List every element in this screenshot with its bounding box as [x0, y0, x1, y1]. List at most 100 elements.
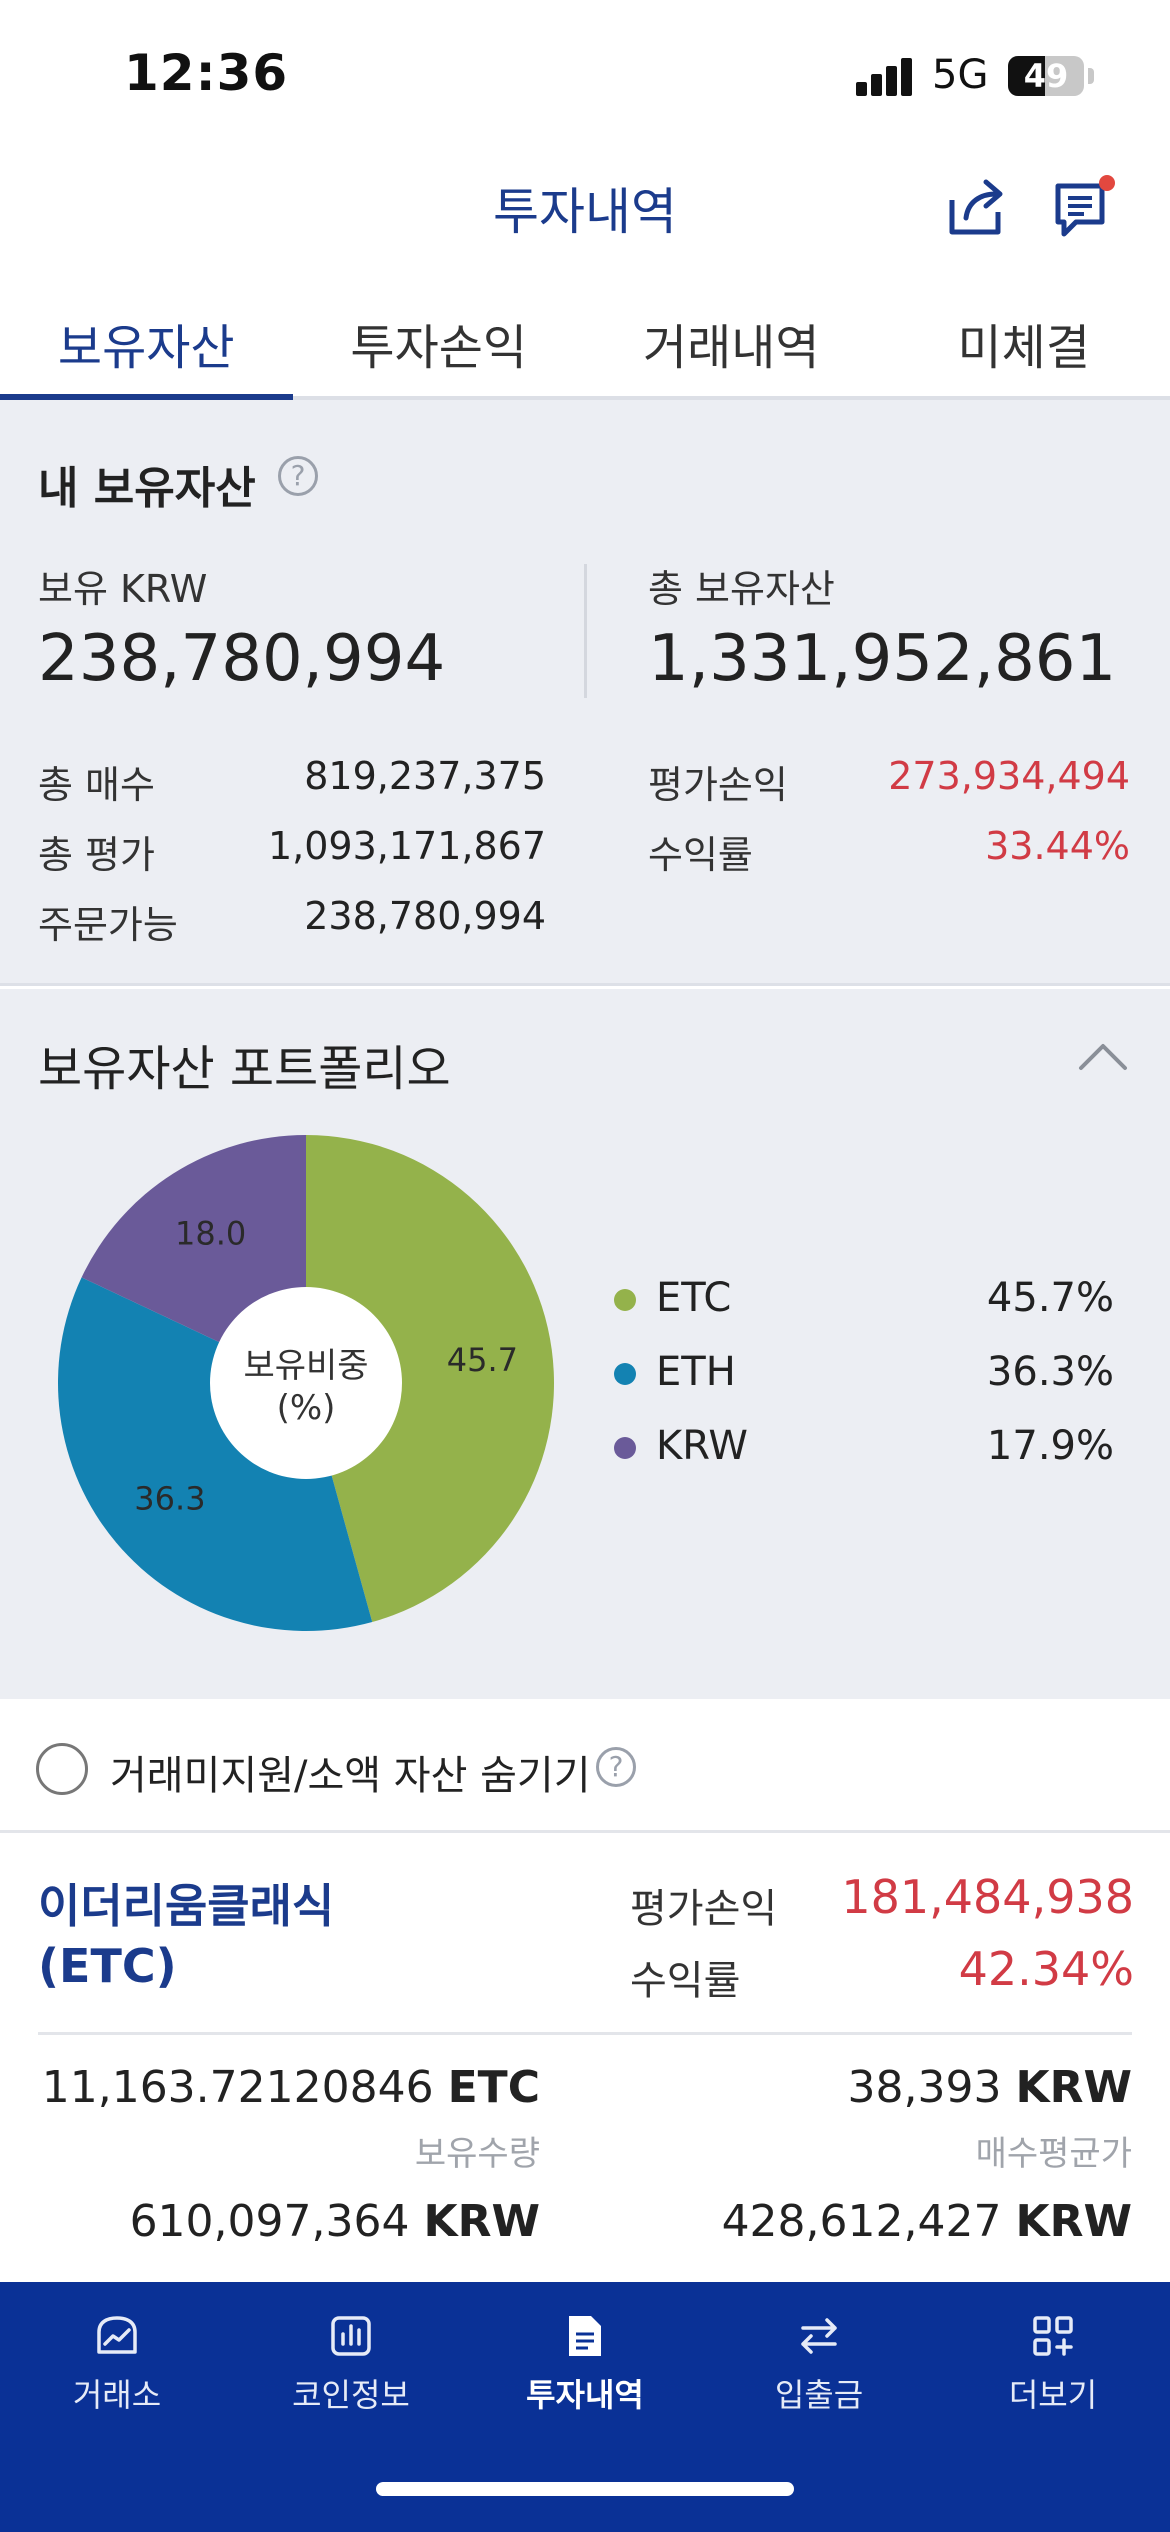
coin-pnl-label: 평가손익 — [630, 1886, 778, 1932]
holding-amount-value: 11,163.72120846 — [41, 2062, 434, 2113]
holding-amount-unit: ETC — [447, 2062, 540, 2113]
pie-slice-etc — [306, 1135, 554, 1623]
portfolio-pie-chart: 보유비중 (%) 45.7 36.3 18.0 — [57, 1135, 554, 1631]
summary-title: 내 보유자산 ? — [38, 452, 318, 516]
legend-pct: 17.9% — [986, 1423, 1114, 1469]
page-title: 투자내역 — [493, 183, 677, 241]
battery-tip — [1088, 68, 1094, 84]
total-eval-value: 1,093,171,867 — [267, 824, 546, 868]
pie-label-etc: 45.7 — [447, 1341, 518, 1379]
grid-plus-icon — [1033, 2316, 1073, 2356]
tab-profit-loss[interactable]: 투자손익 — [350, 320, 528, 376]
share-icon[interactable] — [942, 172, 1012, 242]
coin-name-korean: 이더리움클래식 — [38, 1879, 335, 1933]
total-eval-label: 총 평가 — [38, 833, 155, 877]
pie-label-krw: 18.0 — [175, 1215, 246, 1253]
pie-center-label-2: (%) — [277, 1388, 336, 1428]
battery-icon: 49 — [1008, 56, 1084, 96]
buy-amount-unit: KRW — [1015, 2196, 1132, 2247]
nav-more[interactable]: 더보기 — [936, 2312, 1170, 2416]
transfer-arrows-icon — [801, 2318, 837, 2354]
coin-rate-label: 수익률 — [630, 1958, 741, 2004]
krw-value: 238,780,994 — [38, 622, 446, 696]
tab-holdings[interactable]: 보유자산 — [0, 290, 293, 400]
orderable-label: 주문가능 — [38, 903, 178, 947]
nav-coin-info-label: 코인정보 — [292, 2376, 410, 2414]
signal-icon — [856, 56, 916, 96]
total-buy-label: 총 매수 — [38, 763, 155, 807]
home-indicator — [376, 2482, 794, 2496]
hide-small-assets-row[interactable]: 거래미지원/소액 자산 숨기기 ? — [0, 1699, 1170, 1833]
coin-rate-value: 42.34% — [958, 1942, 1134, 1996]
legend-name: KRW — [656, 1423, 748, 1469]
summary-divider — [584, 564, 587, 698]
legend-dot-krw — [614, 1437, 636, 1459]
tab-bar: 보유자산 투자손익 거래내역 미체결 — [0, 290, 1170, 400]
avg-buy-price-unit: KRW — [1015, 2062, 1132, 2113]
document-icon — [569, 2316, 601, 2356]
total-assets-label: 총 보유자산 — [648, 567, 835, 611]
hide-small-assets-radio[interactable] — [36, 1743, 88, 1795]
chevron-up-icon[interactable] — [1078, 1041, 1128, 1071]
nav-investment-history[interactable]: 투자내역 — [468, 2312, 702, 2416]
total-buy-value: 819,237,375 — [304, 754, 546, 798]
portfolio-title: 보유자산 포트폴리오 — [38, 1041, 451, 1097]
legend-item-krw: KRW 17.9% — [614, 1423, 1114, 1473]
coin-symbol: (ETC) — [38, 1939, 177, 1993]
eval-amount: 610,097,364 KRW — [130, 2196, 540, 2247]
orderable-value: 238,780,994 — [304, 894, 546, 938]
legend-dot-etc — [614, 1289, 636, 1311]
holding-amount-label: 보유수량 — [414, 2134, 540, 2174]
portfolio-section: 보유자산 포트폴리오 보유비중 (%) 45.7 36.3 18.0 ETC 45.… — [0, 989, 1170, 1699]
hide-small-assets-label[interactable]: 거래미지원/소액 자산 숨기기 — [110, 1753, 591, 1799]
avg-buy-price: 38,393 KRW — [848, 2062, 1132, 2113]
eval-amount-value: 610,097,364 — [129, 2196, 410, 2247]
total-assets-value: 1,331,952,861 — [648, 622, 1117, 696]
coin-divider — [38, 2032, 1132, 2035]
nav-exchange-label: 거래소 — [72, 2376, 162, 2414]
legend-dot-eth — [614, 1363, 636, 1385]
holdings-summary: 내 보유자산 ? 보유 KRW 238,780,994 총 보유자산 1,331… — [0, 400, 1170, 986]
help-icon[interactable]: ? — [278, 456, 318, 496]
legend-item-etc: ETC 45.7% — [614, 1275, 1114, 1325]
buy-amount: 428,612,427 KRW — [722, 2196, 1132, 2247]
pie-label-eth: 36.3 — [134, 1480, 205, 1518]
coin-name: 이더리움클래식 (ETC) — [38, 1876, 334, 1996]
coin-card-etc[interactable]: 이더리움클래식 (ETC) 평가손익 181,484,938 수익률 42.34… — [0, 1836, 1170, 2286]
return-rate-value: 33.44% — [985, 824, 1130, 868]
help-icon[interactable]: ? — [596, 1747, 636, 1787]
summary-title-text: 내 보유자산 — [38, 463, 256, 514]
message-notification-icon[interactable] — [1050, 172, 1120, 242]
krw-label: 보유 KRW — [38, 567, 208, 611]
buy-amount-value: 428,612,427 — [721, 2196, 1002, 2247]
pie-center-label-1: 보유비중 — [243, 1346, 368, 1386]
pie-center-hole — [210, 1287, 402, 1479]
nav-deposit-withdraw[interactable]: 입출금 — [702, 2312, 936, 2416]
legend-item-eth: ETH 36.3% — [614, 1349, 1114, 1399]
eval-pnl-value: 273,934,494 — [888, 754, 1130, 798]
avg-buy-price-value: 38,393 — [847, 2062, 1002, 2113]
coin-pnl-value: 181,484,938 — [841, 1870, 1134, 1924]
return-rate-label: 수익률 — [648, 833, 753, 877]
holding-amount: 11,163.72120846 ETC — [42, 2062, 540, 2113]
legend-pct: 45.7% — [986, 1275, 1114, 1321]
status-time: 12:36 — [124, 44, 289, 102]
nav-more-label: 더보기 — [1008, 2376, 1098, 2414]
header: 투자내역 — [0, 150, 1170, 260]
avg-buy-price-label: 매수평균가 — [975, 2134, 1132, 2174]
eval-amount-unit: KRW — [423, 2196, 540, 2247]
network-type: 5G — [932, 52, 989, 98]
pie-slice-eth — [57, 1277, 373, 1631]
status-bar: 12:36 5G 49 — [0, 0, 1170, 150]
bar-chart-icon — [331, 2316, 371, 2356]
battery-level: 49 — [1023, 57, 1069, 95]
nav-exchange[interactable]: 거래소 — [0, 2312, 234, 2416]
nav-coin-info[interactable]: 코인정보 — [234, 2312, 468, 2416]
tab-trade-history[interactable]: 거래내역 — [642, 320, 820, 376]
legend-pct: 36.3% — [986, 1349, 1114, 1395]
tab-pending-orders[interactable]: 미체결 — [957, 320, 1090, 376]
nav-investment-history-label: 투자내역 — [526, 2376, 644, 2414]
legend-name: ETC — [656, 1275, 732, 1321]
legend-name: ETH — [656, 1349, 736, 1395]
exchange-chart-icon — [97, 2316, 137, 2354]
